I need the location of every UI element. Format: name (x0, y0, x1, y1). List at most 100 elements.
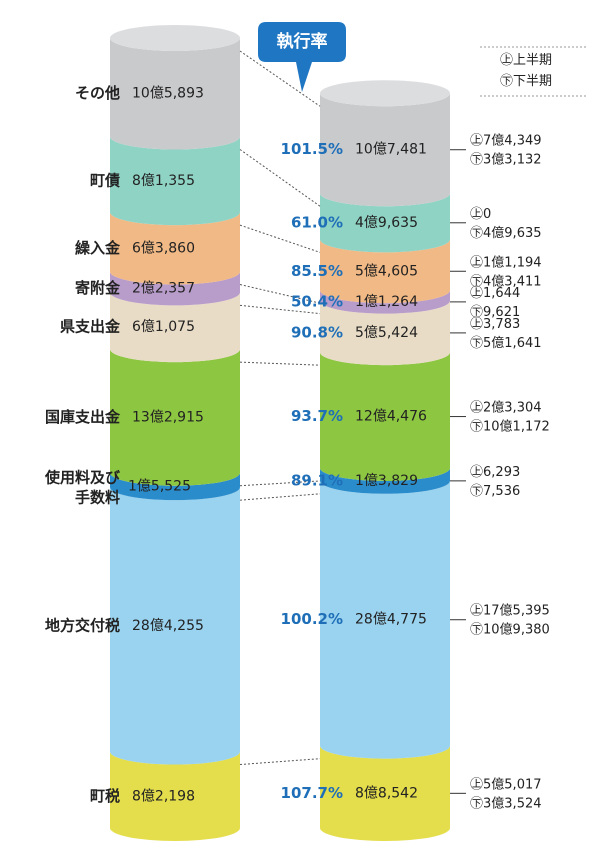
legend-label: 下半期 (513, 74, 552, 89)
actual-label: 5億4,605 (355, 263, 418, 279)
half-marker: ㊦ (470, 622, 483, 637)
category-label: 寄附金 (75, 279, 121, 297)
category-label: 県支出金 (60, 318, 121, 336)
segment (110, 136, 240, 226)
actual-label: 5億5,424 (355, 325, 418, 341)
actual-label: 28億4,775 (355, 612, 427, 628)
budget-label: 2億2,357 (132, 280, 195, 296)
rate-label: 61.0% (291, 213, 343, 231)
connector (239, 149, 321, 207)
segment (320, 352, 450, 481)
category-label: 国庫支出金 (45, 408, 121, 426)
category-line: 手数料 (75, 488, 120, 506)
segment (110, 487, 240, 765)
actual-label: 12億4,476 (355, 409, 427, 425)
category-line: 使用料及び (44, 468, 120, 486)
actual-label: 1億3,829 (355, 473, 418, 489)
budget-label: 8億1,355 (132, 173, 195, 189)
half-label: ㊤2億3,304 (470, 399, 542, 415)
budget-label: 6億3,860 (132, 240, 195, 256)
actual-label: 4億9,635 (355, 215, 418, 231)
half-value: 3,783 (483, 316, 520, 331)
category-label: 繰入金 (75, 239, 121, 257)
rate-badge (258, 22, 346, 92)
half-marker: ㊤ (470, 285, 483, 300)
segment (320, 480, 450, 759)
half-value: 2億3,304 (483, 399, 542, 415)
connector (239, 758, 321, 766)
half-marker: ㊦ (470, 335, 483, 350)
segment (110, 472, 240, 501)
half-value: 5億1,641 (483, 334, 542, 350)
half-label: ㊤1,644 (470, 285, 520, 300)
half-value: 5億5,017 (483, 776, 542, 792)
half-marker: ㊤ (470, 400, 483, 415)
half-marker: ㊤ (470, 603, 483, 618)
segment (320, 745, 450, 841)
rate-title: 執行率 (277, 31, 328, 52)
half-value: 7,536 (483, 483, 520, 498)
budget-label: 6億1,075 (132, 319, 195, 335)
half-label: ㊦3億3,132 (470, 151, 542, 167)
half-value: 3億3,524 (483, 795, 542, 811)
half-value: 3億3,132 (483, 151, 542, 167)
segment (110, 212, 240, 285)
half-label: ㊤6,293 (470, 464, 520, 479)
budget-label: 28億4,255 (132, 618, 204, 634)
half-label: ㊦10億9,380 (470, 621, 550, 637)
half-marker: ㊦ (470, 152, 483, 167)
budget-label: 8億2,198 (132, 788, 195, 804)
segment (110, 292, 240, 363)
half-label: ㊦3億3,524 (470, 795, 542, 811)
connector (239, 50, 321, 107)
half-label: ㊤5億5,017 (470, 776, 542, 792)
half-label: ㊦5億1,641 (470, 334, 542, 350)
legend-marker: ㊤ (500, 53, 513, 68)
connector (239, 304, 321, 315)
half-label: ㊤17億5,395 (470, 602, 550, 618)
half-label: ㊤3,783 (470, 316, 520, 331)
budget-label: 10億5,893 (132, 86, 204, 102)
half-value: 4億3,411 (483, 273, 542, 289)
half-marker: ㊦ (470, 483, 483, 498)
segment (320, 300, 450, 366)
category-label: 地方交付税 (45, 616, 120, 634)
legend-item: ㊦下半期 (500, 74, 552, 89)
half-label: ㊤7億4,349 (470, 132, 542, 148)
half-value: 17億5,395 (483, 602, 550, 618)
half-value: 0 (483, 206, 491, 221)
segment (110, 751, 240, 841)
segment (110, 38, 240, 150)
half-label: ㊦9,621 (470, 304, 520, 319)
rate-label: 50.4% (291, 292, 343, 310)
rate-label: 85.5% (291, 262, 343, 280)
rate-label: 89.1% (291, 471, 343, 489)
segment (110, 349, 240, 486)
cylinder-top (320, 80, 450, 107)
budget-label: 1億5,525 (128, 478, 191, 494)
half-marker: ㊤ (470, 133, 483, 148)
rate-label: 100.2% (281, 610, 343, 628)
half-marker: ㊦ (470, 274, 483, 289)
rate-label: 93.7% (291, 407, 343, 425)
category-label: その他 (75, 84, 120, 102)
half-label: ㊤1億1,194 (470, 254, 542, 270)
half-marker: ㊤ (470, 464, 483, 479)
half-marker: ㊤ (470, 316, 483, 331)
half-value: 9,621 (483, 304, 520, 319)
half-value: 10億9,380 (483, 621, 550, 637)
half-label: ㊦4億3,411 (470, 273, 542, 289)
half-marker: ㊤ (470, 206, 483, 221)
half-value: 1,644 (483, 285, 520, 300)
segment (320, 193, 450, 253)
half-marker: ㊦ (470, 419, 483, 434)
half-value: 1億1,194 (483, 254, 542, 270)
half-value: 10億1,172 (483, 418, 550, 434)
connector (239, 361, 321, 366)
category-label: 町税 (90, 787, 120, 805)
legend-marker: ㊦ (500, 74, 513, 89)
segment (320, 467, 450, 494)
rate-label: 101.5% (281, 140, 343, 158)
half-marker: ㊤ (470, 777, 483, 792)
half-label: ㊤0 (470, 206, 491, 221)
